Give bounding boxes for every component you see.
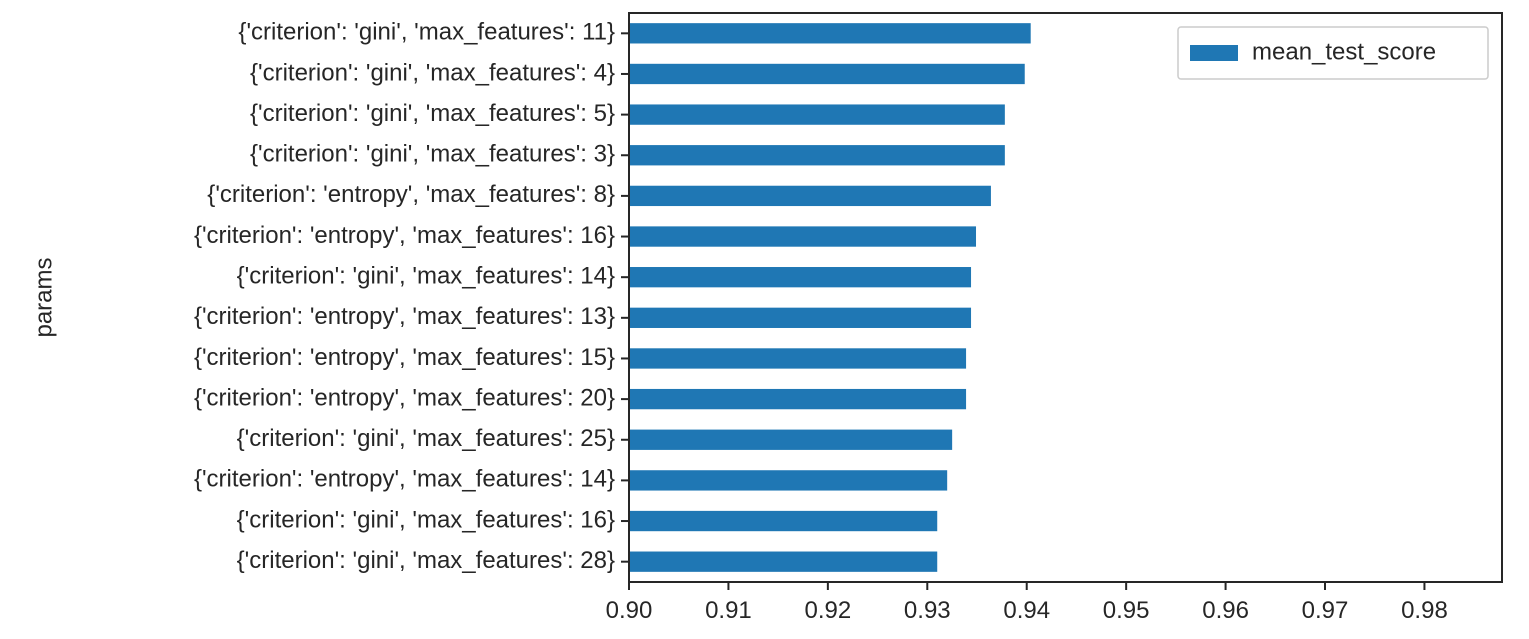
bar [629, 267, 972, 288]
bar [629, 307, 972, 328]
bar [629, 185, 991, 207]
y-tick-label: {'criterion': 'entropy', 'max_features':… [194, 222, 615, 249]
x-tick-label: 0.97 [1302, 597, 1349, 624]
y-axis-ticks: {'criterion': 'gini', 'max_features': 11… [194, 19, 629, 574]
y-tick-label: {'criterion': 'gini', 'max_features': 14… [237, 263, 615, 290]
y-tick-label: {'criterion': 'gini', 'max_features': 16… [237, 506, 615, 533]
bars-group [629, 23, 1031, 572]
x-tick-label: 0.98 [1401, 597, 1448, 624]
y-tick-label: {'criterion': 'entropy', 'max_features':… [207, 181, 615, 208]
x-tick-label: 0.92 [805, 597, 852, 624]
x-tick-label: 0.90 [606, 597, 653, 624]
bar [629, 104, 1005, 125]
plot-frame [628, 12, 1503, 583]
bar [629, 63, 1025, 85]
bar [629, 510, 938, 532]
bar [629, 226, 977, 247]
legend: mean_test_score [1177, 26, 1489, 80]
bar [629, 470, 948, 491]
bar [629, 551, 938, 572]
y-tick-label: {'criterion': 'gini', 'max_features': 28… [237, 547, 615, 574]
y-tick-label: {'criterion': 'gini', 'max_features': 3} [250, 141, 615, 168]
bar [629, 429, 953, 450]
y-axis-label: params [30, 257, 57, 337]
y-tick-label: {'criterion': 'gini', 'max_features': 25… [237, 425, 615, 452]
y-tick-label: {'criterion': 'entropy', 'max_features':… [194, 344, 615, 371]
x-tick-label: 0.96 [1202, 597, 1249, 624]
bar [629, 388, 967, 410]
bar [629, 145, 1005, 166]
bar [629, 23, 1031, 44]
x-tick-label: 0.94 [1003, 597, 1050, 624]
legend-label: mean_test_score [1252, 38, 1436, 65]
y-tick-label: {'criterion': 'gini', 'max_features': 5} [250, 100, 615, 127]
x-tick-label: 0.93 [904, 597, 951, 624]
x-tick-label: 0.95 [1103, 597, 1150, 624]
bar [629, 348, 967, 369]
legend-box [1177, 26, 1489, 80]
x-tick-label: 0.91 [705, 597, 752, 624]
y-tick-label: {'criterion': 'entropy', 'max_features':… [194, 384, 615, 411]
legend-swatch [1190, 45, 1238, 61]
x-axis-ticks: 0.90 0.91 0.92 0.93 0.94 0.95 0.96 0.97 0.98 [606, 582, 1448, 624]
y-tick-label: {'criterion': 'gini', 'max_features': 4} [250, 59, 615, 86]
y-tick-label: {'criterion': 'gini', 'max_features': 11… [238, 19, 615, 46]
y-tick-label: {'criterion': 'entropy', 'max_features':… [194, 303, 615, 330]
y-tick-label: {'criterion': 'entropy', 'max_features':… [194, 466, 615, 493]
